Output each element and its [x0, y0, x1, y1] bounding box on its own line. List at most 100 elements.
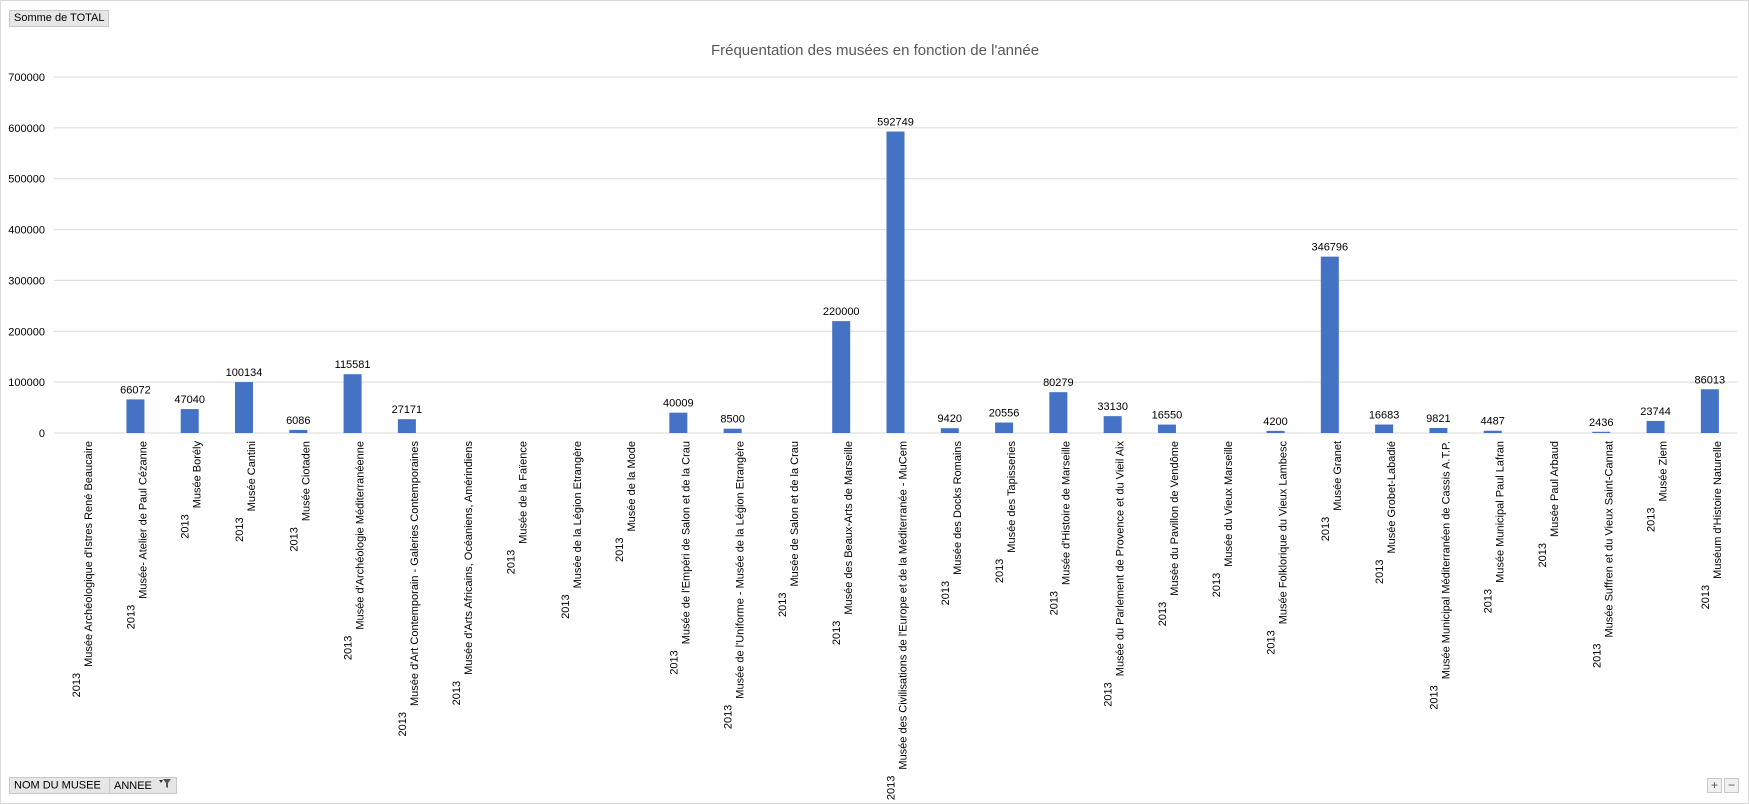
y-tick-label: 300000 [8, 275, 45, 287]
filter-icon[interactable] [158, 778, 172, 794]
bar[interactable] [235, 382, 254, 433]
x-category-year: 2013 [940, 581, 952, 605]
bar-data-label: 8500 [720, 414, 744, 426]
x-category-year: 2013 [994, 559, 1006, 583]
x-category-name: Musée de la Mode [626, 441, 638, 532]
x-category-year: 2013 [234, 517, 246, 541]
x-category-year: 2013 [886, 776, 898, 800]
x-category-year: 2013 [1483, 589, 1495, 613]
bar-data-label: 33130 [1097, 401, 1128, 413]
x-category-name: Musée Municipal Méditerranéen de Cassis … [1440, 441, 1452, 679]
x-category-name: Musée du Vieux Marseille [1223, 441, 1235, 567]
x-category-year: 2013 [1537, 543, 1549, 567]
bar[interactable] [1700, 389, 1719, 433]
y-tick-label: 0 [39, 428, 45, 440]
bar[interactable] [995, 422, 1014, 433]
x-category-year: 2013 [1374, 560, 1386, 584]
bar[interactable] [1646, 420, 1665, 433]
x-category-year: 2013 [1428, 685, 1440, 709]
bar[interactable] [1157, 424, 1176, 433]
x-category-name: Musée d'Histoire de Marseille [1060, 441, 1072, 585]
x-category-year: 2013 [1211, 573, 1223, 597]
bar[interactable] [940, 428, 959, 433]
bar[interactable] [1049, 392, 1068, 433]
bar[interactable] [1103, 416, 1122, 433]
bar[interactable] [343, 374, 362, 433]
bar[interactable] [832, 321, 851, 433]
x-category-name: Musée de l'Empéri de Salon et de la Crau [680, 441, 692, 644]
x-category-year: 2013 [505, 550, 517, 574]
x-category-name: Musée du Pavillon de Vendôme [1169, 441, 1181, 596]
x-category-year: 2013 [560, 594, 572, 618]
bar[interactable] [1266, 430, 1285, 433]
x-category-name: Musée Paul Arbaud [1549, 441, 1561, 537]
bar[interactable] [1483, 430, 1502, 433]
x-category-name: Musée des Docks Romains [952, 441, 964, 575]
x-category-name: Musée Granet [1332, 441, 1344, 511]
plus-icon: + [1710, 778, 1718, 792]
bar-data-label: 86013 [1695, 374, 1726, 386]
x-category-name: Musée de la Légion Etrangère [572, 441, 584, 588]
bar-data-label: 100134 [226, 367, 263, 379]
bar-data-label: 27171 [392, 404, 423, 416]
x-category-name: Musée Ziem [1658, 441, 1670, 502]
x-category-name: Musée Cantini [246, 441, 258, 511]
museum-name-field-button[interactable]: NOM DU MUSEE ▼ [9, 777, 121, 794]
x-category-year: 2013 [1048, 591, 1060, 615]
x-category-year: 2013 [397, 712, 409, 736]
collapse-field-button[interactable]: − [1724, 778, 1739, 793]
bar[interactable] [289, 429, 308, 433]
bar[interactable] [126, 399, 145, 433]
bar-data-label: 16683 [1369, 410, 1400, 422]
bar-data-label: 40009 [663, 398, 694, 410]
x-category-name: Musée Ciotaden [300, 441, 312, 521]
x-category-name: Musée de Salon et de la Crau [789, 441, 801, 587]
y-tick-label: 400000 [8, 225, 45, 237]
year-field-button[interactable]: ANNEE [109, 777, 177, 794]
x-category-name: Musée des Beaux-Arts de Marseille [843, 441, 855, 615]
bar[interactable] [723, 428, 742, 433]
bar[interactable] [1320, 256, 1339, 433]
bars [126, 131, 1719, 433]
x-category-name: Musée des Civilisations de l'Europe et d… [898, 441, 910, 770]
bar[interactable] [1592, 431, 1611, 433]
bar[interactable] [669, 412, 688, 433]
y-tick-label: 700000 [8, 72, 45, 84]
bar[interactable] [1429, 428, 1448, 433]
bar-data-label: 66072 [120, 384, 151, 396]
x-category-year: 2013 [1266, 630, 1278, 654]
x-category-name: Musée de l'Uniforme - Musée de la Légion… [735, 441, 747, 699]
bar[interactable] [886, 131, 905, 433]
x-category-year: 2013 [125, 605, 137, 629]
bar-data-label: 4487 [1480, 416, 1504, 428]
bar-data-label: 80279 [1043, 377, 1074, 389]
minus-icon: − [1727, 778, 1735, 792]
bar[interactable] [397, 419, 416, 433]
x-category-year: 2013 [451, 681, 463, 705]
x-category-year: 2013 [343, 636, 355, 660]
x-category-year: 2013 [288, 527, 300, 551]
x-category-name: Musée du Parlement de Provence et du Vie… [1115, 441, 1127, 677]
bar[interactable] [1375, 424, 1394, 433]
bar-data-label: 20556 [989, 408, 1020, 420]
bar[interactable] [180, 409, 199, 433]
values-field-button[interactable]: Somme de TOTAL [9, 10, 110, 27]
expand-field-button[interactable]: + [1707, 778, 1722, 793]
x-category-name: Musée Municipal Paul Lafran [1495, 441, 1507, 583]
